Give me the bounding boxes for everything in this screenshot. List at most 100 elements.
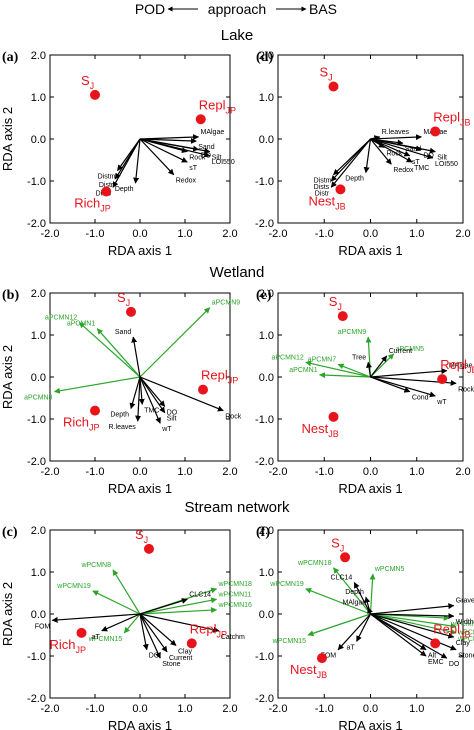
- sample-point-label: ReplJB: [440, 357, 474, 375]
- y-tick-label: -1.0: [255, 414, 274, 426]
- pcmn-arrow: [92, 590, 141, 615]
- pcmn-arrow: [337, 363, 371, 378]
- env-arrow: [330, 138, 371, 182]
- env-arrow: [139, 376, 166, 414]
- env-arrow: [370, 138, 436, 154]
- sample-point-label: NestJB: [290, 662, 327, 680]
- x-tick-label: 2.0: [222, 466, 237, 478]
- env-arrow: [139, 138, 175, 176]
- env-arrow-label: Sand: [115, 329, 131, 336]
- x-tick-label: 0.0: [132, 703, 147, 715]
- env-arrow-label: sT: [189, 165, 198, 172]
- y-tick-label: 0.0: [259, 372, 274, 384]
- pcmn-arrow-label: wPCMN19: [269, 581, 304, 588]
- y-tick-label: -2.0: [255, 693, 274, 705]
- sample-point: [144, 543, 154, 554]
- env-arrow-label: Gravel: [456, 598, 474, 605]
- pcmn-arrow-label: wPCMN9: [457, 636, 474, 643]
- pcmn-arrow-label: aPCMN9: [212, 300, 241, 307]
- env-arrow-label: MAlgae: [342, 600, 366, 607]
- panel-label: (e): [256, 288, 272, 303]
- x-tick-label: 1.0: [177, 228, 192, 240]
- env-arrow-label: Tree: [352, 354, 366, 361]
- sample-point-label: RichJP: [74, 196, 111, 214]
- env-arrow-label: Catchm: [221, 634, 245, 641]
- x-axis-title: RDA axis 1: [108, 481, 172, 496]
- env-arrow-label: TMC: [144, 407, 159, 414]
- pcmn-arrow: [96, 328, 141, 378]
- env-arrow-label: CLC14: [331, 575, 353, 582]
- pcmn-arrow: [139, 607, 218, 615]
- pcmn-arrow: [365, 336, 372, 378]
- env-arrow-label: Redox: [176, 178, 197, 185]
- y-tick-label: -2.0: [255, 456, 274, 468]
- x-tick-label: 0.0: [363, 703, 378, 715]
- sample-point: [430, 126, 441, 137]
- env-arrow: [370, 138, 413, 163]
- env-arrow: [139, 613, 168, 653]
- y-tick-label: 0.0: [259, 609, 274, 621]
- env-arrow-label: Current: [169, 655, 192, 662]
- sample-point-label: NestJB: [302, 421, 339, 439]
- pcmn-arrow: [370, 613, 457, 635]
- env-arrow: [101, 613, 141, 632]
- sample-point: [335, 184, 346, 195]
- sample-point: [90, 405, 100, 416]
- panel-e: -2.0 -1.0 0.0 1.0 2.0 2.0 1.0 0.0 -1.0 -2.0 (e) RDA…: [255, 288, 474, 496]
- env-arrow-label: Cond: [412, 395, 429, 402]
- env-arrow-label: FOM: [35, 623, 51, 630]
- env-arrow: [139, 138, 211, 158]
- x-tick-label: 2.0: [222, 703, 237, 715]
- y-tick-label: 2.0: [31, 525, 46, 537]
- env-arrow-label: Depth: [115, 186, 134, 193]
- sample-point: [126, 306, 136, 317]
- panel-b: -2.0 -1.0 0.0 1.0 2.0 2.0 1.0 0.0 -1.0 -2.0 (b) RDA…: [0, 288, 242, 496]
- x-axis-title: RDA axis 1: [108, 718, 172, 730]
- pcmn-arrow: [112, 569, 141, 615]
- x-tick-label: 1.0: [177, 466, 192, 478]
- pcmn-arrow-label: wPCMN6: [457, 630, 474, 637]
- pcmn-arrow-label: wPCMN5: [374, 566, 405, 573]
- env-arrow: [139, 376, 224, 412]
- x-tick-label: -2.0: [269, 228, 288, 240]
- y-tick-label: 2.0: [259, 525, 274, 537]
- section-title-wetland: Wetland: [210, 264, 265, 281]
- env-arrow: [370, 368, 448, 378]
- sample-point-label: ReplJP: [201, 368, 238, 386]
- env-arrow-label: aT: [92, 634, 101, 641]
- panel-label: (a): [2, 50, 19, 65]
- env-arrow-label: Alt: [428, 653, 436, 660]
- sample-point-label: RichJP: [63, 415, 100, 433]
- sample-point: [430, 638, 441, 649]
- y-tick-label: 0.0: [259, 134, 274, 146]
- y-tick-label: -1.0: [27, 176, 46, 188]
- env-arrow-label: R.leaves: [382, 129, 410, 136]
- pcmn-arrow-label: aPCMN12: [45, 314, 77, 321]
- pcmn-arrow: [139, 597, 218, 615]
- env-arrow: [370, 138, 392, 165]
- env-arrow: [139, 613, 177, 646]
- y-tick-label: 0.0: [31, 134, 46, 146]
- pcmn-arrow: [78, 321, 141, 378]
- env-arrow-label: DO: [449, 661, 460, 668]
- y-tick-label: 2.0: [259, 50, 274, 62]
- section-title-stream-network: Stream network: [184, 499, 290, 516]
- pcmn-arrow: [305, 587, 371, 615]
- env-arrow-label: Clay: [178, 649, 193, 656]
- env-arrow-label: Silt: [437, 155, 447, 162]
- sample-point: [198, 384, 208, 395]
- y-tick-label: -1.0: [27, 414, 46, 426]
- y-tick-label: -1.0: [27, 651, 46, 663]
- pcmn-arrow-label: wPCMN15: [272, 638, 307, 645]
- env-arrow: [370, 613, 448, 659]
- env-arrow-label: Redox: [393, 167, 414, 174]
- env-arrow-label: Silt: [167, 416, 177, 423]
- pcmn-arrow-label: wPCMN16: [218, 602, 253, 609]
- sample-point: [195, 114, 206, 125]
- env-arrow-label: aT: [346, 644, 355, 651]
- env-arrow-label: Silt: [212, 155, 222, 162]
- x-tick-label: 1.0: [177, 703, 192, 715]
- x-tick-label: 2.0: [455, 228, 470, 240]
- env-arrow-label: Sand: [405, 146, 421, 153]
- panels-group: -2.0 -1.0 0.0 1.0 2.0 2.0 1.0 0.0 -1.0 -2.0 (a) RDA…: [0, 50, 474, 730]
